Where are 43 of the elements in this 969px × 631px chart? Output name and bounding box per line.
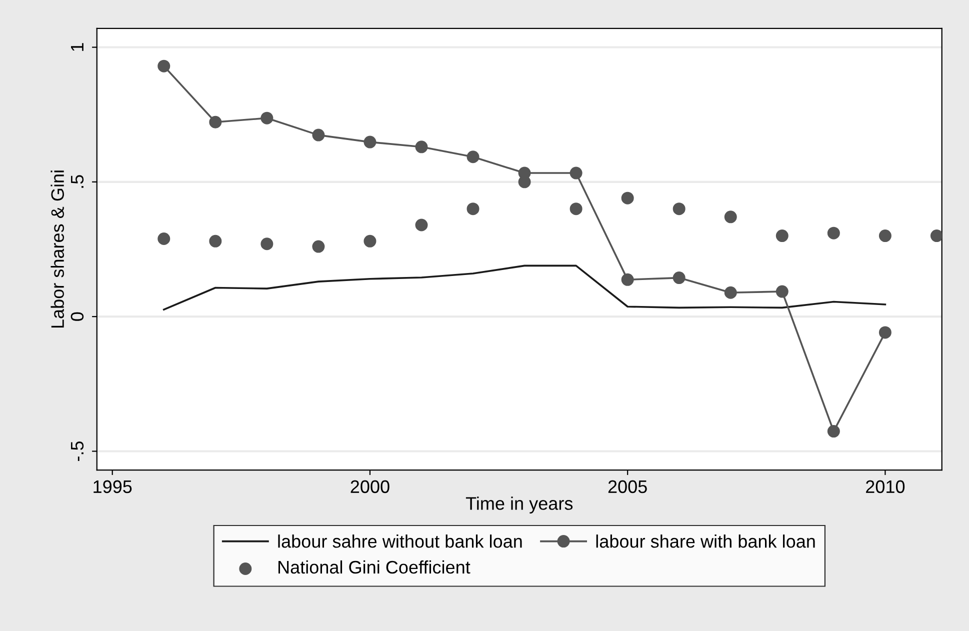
legend-label: National Gini Coefficient [278, 560, 470, 574]
point [621, 192, 634, 204]
x-tick-label: 2005 [608, 480, 647, 494]
point [724, 210, 737, 224]
x-tick-label: 2000 [350, 480, 390, 494]
y-tick-label: -.5 [71, 441, 84, 461]
point [827, 226, 840, 240]
y-tick-label: 1 [71, 43, 84, 51]
point [312, 240, 325, 253]
y-axis-title: Labor shares & Gini [50, 170, 64, 328]
point [415, 218, 428, 232]
legend-label: labour share with bank loan [596, 534, 815, 548]
point [570, 202, 582, 216]
point [878, 326, 892, 339]
x-tick-label: 2010 [866, 480, 905, 494]
point [209, 116, 222, 128]
point [466, 150, 480, 164]
x-axis-title: Time in years [466, 496, 573, 514]
point [158, 60, 170, 72]
point [621, 273, 634, 286]
line-series [162, 264, 886, 310]
y-tick-label: 0 [70, 312, 84, 321]
point [364, 136, 376, 148]
legend-label: labour sahre without bank loan [278, 534, 522, 548]
point [672, 272, 686, 284]
y-tick-label: .5 [71, 175, 84, 188]
x-tick-label: 1995 [94, 480, 132, 494]
point [827, 425, 840, 438]
point [415, 140, 428, 154]
point [570, 166, 582, 180]
point [158, 232, 170, 245]
point [776, 230, 788, 242]
point [930, 230, 942, 242]
point [878, 230, 892, 242]
point [466, 202, 480, 216]
point [260, 238, 274, 250]
point [724, 286, 737, 299]
point [209, 234, 222, 248]
point [260, 112, 274, 124]
point [776, 285, 788, 298]
point [312, 128, 325, 142]
point [364, 234, 376, 248]
point [672, 202, 686, 216]
